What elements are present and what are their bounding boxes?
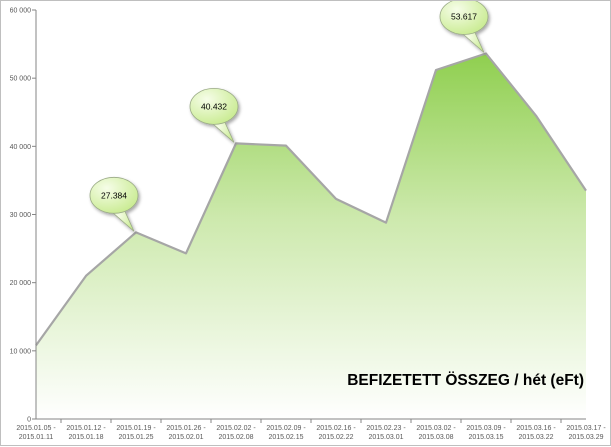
y-tick-label: 50 000	[10, 76, 32, 83]
x-tick-label: 2015.02.02 -	[216, 425, 256, 432]
x-tick-label: 2015.03.01	[368, 434, 403, 441]
x-tick-label: 2015.03.22	[518, 434, 553, 441]
x-tick-label: 2015.01.26 -	[166, 425, 206, 432]
x-tick-label: 2015.01.12 -	[66, 425, 106, 432]
area-fill	[36, 54, 586, 419]
x-tick-label: 2015.01.19 -	[116, 425, 156, 432]
x-tick-label: 2015.02.08	[218, 434, 253, 441]
x-tick-label: 2015.03.15	[468, 434, 503, 441]
x-tick-label: 2015.03.09 -	[466, 425, 506, 432]
x-tick-label: 2015.01.11	[19, 434, 54, 441]
x-tick-label: 2015.02.23 -	[366, 425, 406, 432]
callout-bubble	[440, 1, 488, 53]
y-tick-label: 60 000	[10, 8, 32, 15]
x-tick-label: 2015.03.29	[568, 434, 603, 441]
x-tick-label: 2015.02.22	[318, 434, 353, 441]
data-label: 40.432	[201, 101, 227, 111]
y-tick-label: 30 000	[10, 212, 32, 219]
chart-title: BEFIZETETT ÖSSZEG / hét (eFt)	[347, 372, 584, 390]
x-tick-label: 2015.02.15	[268, 434, 303, 441]
callout-bubble	[90, 177, 138, 231]
y-tick-label: 40 000	[10, 144, 32, 151]
callout-bubble	[190, 88, 238, 142]
y-tick-label: 20 000	[10, 280, 32, 287]
y-tick-label: 10 000	[10, 348, 32, 355]
x-tick-label: 2015.03.08	[418, 434, 453, 441]
x-tick-label: 2015.01.18	[68, 434, 103, 441]
x-tick-label: 2015.02.16 -	[316, 425, 356, 432]
y-tick-label: 0	[27, 417, 31, 424]
data-label: 27.384	[101, 190, 127, 200]
data-label: 53.617	[451, 12, 477, 22]
x-tick-label: 2015.03.16 -	[516, 425, 556, 432]
x-tick-label: 2015.01.05 -	[16, 425, 56, 432]
x-tick-label: 2015.01.25	[118, 434, 153, 441]
x-tick-label: 2015.02.09 -	[266, 425, 306, 432]
x-tick-label: 2015.03.02 -	[416, 425, 456, 432]
x-tick-label: 2015.03.17 -	[566, 425, 606, 432]
x-tick-label: 2015.02.01	[168, 434, 203, 441]
